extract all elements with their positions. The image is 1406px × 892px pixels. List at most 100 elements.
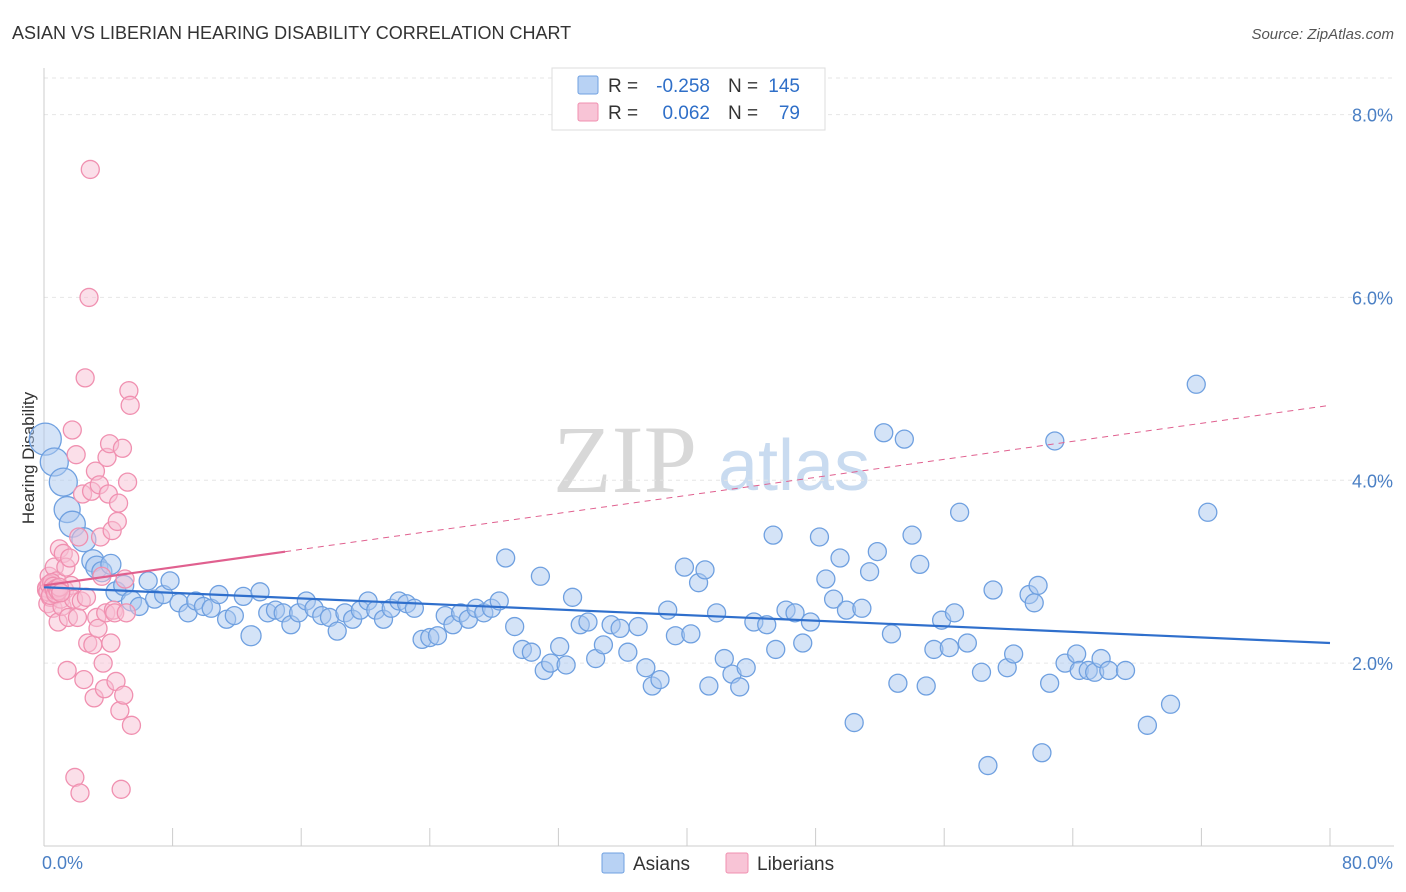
asians-point-63 — [521, 642, 542, 662]
asians-point-110 — [874, 423, 894, 443]
asians-point-113 — [894, 429, 914, 449]
stats-legend: R = -0.258 N = 145 R = 0.062 N = 79 — [551, 67, 826, 131]
bottom-legend-label-liberians: Liberians — [757, 854, 834, 875]
liberians-points — [36, 159, 142, 803]
legend-r-value-asians: -0.258 — [656, 76, 710, 97]
asians-point-114 — [902, 525, 922, 545]
asians-point-115 — [910, 554, 930, 575]
asians-point-81 — [658, 600, 678, 620]
asians-point-99 — [793, 633, 813, 653]
asians-point-28 — [250, 582, 270, 602]
asians-point-75 — [610, 618, 630, 639]
liberians-point-30 — [75, 368, 95, 388]
asians-point-27 — [240, 625, 262, 647]
liberians-point-33 — [79, 287, 99, 308]
asians-point-89 — [714, 648, 734, 669]
asians-point-98 — [785, 603, 805, 623]
liberians-point-62 — [116, 603, 136, 623]
watermark-atlas: atlas — [718, 426, 870, 506]
asians-point-92 — [736, 658, 756, 678]
asians-point-142 — [1137, 715, 1158, 735]
legend-r-value-liberians: 0.062 — [662, 103, 710, 124]
asians-point-102 — [816, 569, 836, 589]
asians-point-59 — [489, 591, 509, 611]
asians-point-60 — [496, 548, 516, 568]
asians-point-78 — [636, 658, 656, 678]
liberians-point-63 — [117, 472, 138, 492]
liberians-point-23 — [66, 445, 86, 465]
chart-source: Source: ZipAtlas.com — [1251, 26, 1394, 43]
liberians-point-44 — [93, 653, 113, 673]
liberians-point-20 — [62, 420, 82, 440]
asians-point-120 — [944, 603, 965, 623]
asians-point-129 — [1024, 593, 1044, 613]
asians-point-77 — [628, 616, 648, 637]
asians-point-51 — [427, 626, 448, 646]
asians-point-91 — [730, 677, 750, 697]
asians-point-96 — [766, 639, 786, 660]
liberians-point-31 — [76, 587, 97, 607]
series-legend: Asians Liberians — [601, 852, 834, 875]
asians-point-95 — [763, 525, 783, 545]
asians-point-133 — [1045, 431, 1065, 451]
asians-point-76 — [618, 642, 638, 662]
liberians-point-25 — [69, 527, 89, 547]
liberians-point-58 — [111, 779, 131, 799]
asians-point-108 — [859, 562, 880, 582]
watermark-zip: ZIP — [553, 406, 697, 513]
liberians-point-24 — [67, 607, 88, 628]
liberians-point-78 — [51, 583, 71, 603]
liberians-trendline-solid — [43, 550, 286, 587]
liberians-point-40 — [88, 618, 108, 639]
liberians-point-65 — [120, 395, 140, 415]
legend-swatch-asians — [577, 75, 599, 95]
asians-point-38 — [327, 621, 347, 641]
legend-r-label-liberians: R = — [608, 103, 638, 124]
asians-point-104 — [830, 548, 850, 568]
liberians-point-50 — [101, 633, 121, 653]
legend-swatch-liberians — [577, 102, 599, 122]
asians-point-103 — [823, 589, 844, 609]
asians-point-135 — [1067, 644, 1087, 664]
asians-point-127 — [1003, 644, 1024, 664]
bottom-legend-label-asians: Asians — [633, 854, 690, 875]
asians-point-119 — [939, 637, 959, 658]
asians-point-143 — [1160, 694, 1181, 714]
asians-point-71 — [578, 612, 598, 632]
asians-point-86 — [695, 560, 715, 580]
asians-point-88 — [706, 603, 727, 623]
asians-point-112 — [888, 673, 908, 693]
asians-point-107 — [852, 598, 872, 618]
y-tick-labels: 2.0% 4.0% 6.0% 8.0% — [1352, 106, 1393, 675]
asians-point-124 — [978, 755, 998, 776]
liberians-point-26 — [70, 783, 90, 803]
asians-point-14 — [138, 571, 158, 591]
y-tick-label-3: 8.0% — [1352, 106, 1393, 126]
liberians-point-29 — [74, 669, 94, 690]
y-tick-label-1: 4.0% — [1352, 471, 1393, 491]
y-tick-label-0: 2.0% — [1352, 654, 1393, 674]
chart-title: ASIAN VS LIBERIAN HEARING DISABILITY COR… — [12, 23, 571, 43]
asians-point-116 — [916, 676, 936, 696]
liberians-point-55 — [107, 511, 127, 532]
liberians-point-60 — [114, 685, 134, 705]
asians-point-87 — [699, 676, 719, 696]
asians-point-132 — [1040, 673, 1060, 693]
asians-trendline — [43, 586, 1331, 645]
asians-point-130 — [1028, 575, 1048, 596]
asians-point-25 — [224, 605, 244, 626]
watermark: ZIP atlas — [553, 406, 870, 513]
asians-point-73 — [593, 635, 614, 655]
asians-point-94 — [757, 615, 777, 635]
asians-point-131 — [1032, 743, 1052, 763]
liberians-point-59 — [112, 438, 133, 458]
asians-point-145 — [1198, 502, 1218, 522]
asians-point-2 — [48, 467, 78, 497]
asians-point-17 — [160, 571, 180, 591]
asians-point-101 — [809, 527, 830, 547]
asians-point-111 — [881, 624, 902, 644]
asians-point-141 — [1115, 660, 1136, 681]
asians-point-100 — [800, 612, 821, 632]
legend-r-label-asians: R = — [608, 76, 638, 97]
